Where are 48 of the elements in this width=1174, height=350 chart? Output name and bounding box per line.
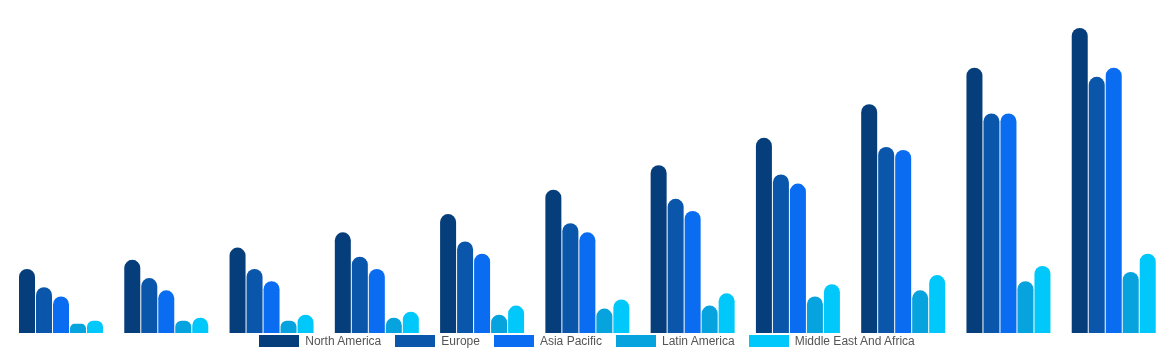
bar bbox=[246, 268, 263, 333]
legend-label: North America bbox=[305, 334, 382, 348]
bar bbox=[579, 232, 596, 333]
bar bbox=[474, 253, 491, 333]
bar bbox=[1071, 28, 1088, 333]
bar bbox=[1000, 113, 1017, 333]
bar bbox=[684, 211, 701, 333]
bar bbox=[895, 150, 912, 333]
bar bbox=[368, 268, 385, 333]
legend-label: Asia Pacific bbox=[539, 334, 602, 348]
bar bbox=[158, 290, 175, 333]
bar bbox=[823, 284, 840, 333]
bar bbox=[53, 296, 69, 333]
bar bbox=[141, 278, 158, 333]
bar bbox=[789, 183, 806, 333]
bar bbox=[562, 223, 579, 333]
bar bbox=[806, 296, 823, 333]
bar bbox=[545, 189, 562, 333]
bar bbox=[124, 259, 141, 333]
bar bbox=[263, 281, 280, 333]
bar bbox=[667, 198, 684, 333]
bar bbox=[19, 268, 35, 333]
bar bbox=[229, 247, 246, 333]
legend-label: Middle East And Africa bbox=[794, 334, 915, 348]
bar bbox=[718, 293, 735, 333]
bar bbox=[772, 174, 789, 333]
bar bbox=[1105, 67, 1122, 333]
bar bbox=[1088, 76, 1105, 333]
bar bbox=[878, 146, 895, 333]
bar bbox=[36, 287, 52, 333]
bar bbox=[1122, 272, 1139, 333]
bar bbox=[613, 299, 630, 333]
bar bbox=[334, 232, 351, 333]
bar bbox=[861, 104, 878, 333]
bar bbox=[929, 275, 946, 333]
legend-label: Europe bbox=[441, 334, 480, 348]
bar bbox=[983, 113, 1000, 333]
bar bbox=[1017, 281, 1034, 333]
bar bbox=[440, 214, 457, 333]
bar bbox=[1139, 253, 1156, 333]
bar bbox=[457, 241, 474, 333]
bar bbox=[966, 67, 983, 333]
legend-label: Latin America bbox=[661, 334, 735, 348]
bar bbox=[650, 165, 667, 333]
bar bbox=[351, 256, 368, 333]
bar bbox=[755, 137, 772, 333]
bar bbox=[912, 290, 929, 333]
bar bbox=[1034, 265, 1051, 333]
